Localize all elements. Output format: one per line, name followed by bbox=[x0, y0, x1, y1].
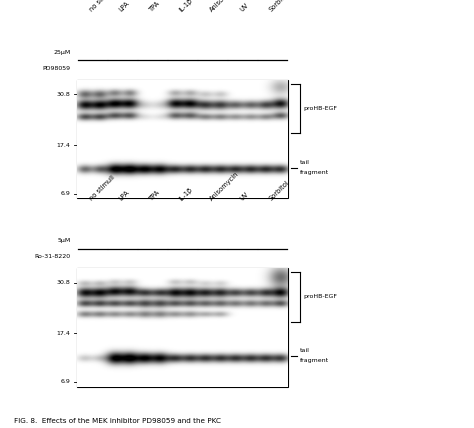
Text: +: + bbox=[217, 268, 224, 277]
Text: UV: UV bbox=[238, 2, 249, 13]
Text: LPA: LPA bbox=[118, 0, 131, 13]
Text: +: + bbox=[127, 268, 134, 277]
Text: -: - bbox=[98, 80, 102, 89]
Text: +: + bbox=[277, 80, 284, 89]
Text: tail: tail bbox=[300, 160, 310, 165]
Text: 17.4: 17.4 bbox=[56, 143, 70, 148]
Text: no stimuli: no stimuli bbox=[88, 0, 116, 13]
Text: -: - bbox=[173, 268, 177, 277]
Text: +: + bbox=[156, 80, 164, 89]
Text: PD98059: PD98059 bbox=[42, 66, 70, 71]
Text: +: + bbox=[277, 268, 284, 277]
Text: -: - bbox=[203, 80, 207, 89]
Text: IL-1β: IL-1β bbox=[178, 186, 194, 202]
Text: 6.9: 6.9 bbox=[61, 191, 70, 196]
Text: no stimuli: no stimuli bbox=[88, 174, 116, 202]
Text: -: - bbox=[233, 268, 237, 277]
Text: -: - bbox=[143, 268, 147, 277]
Text: -: - bbox=[113, 80, 117, 89]
Text: Anisomycin: Anisomycin bbox=[209, 170, 240, 202]
Text: +: + bbox=[247, 80, 254, 89]
Text: 5μM: 5μM bbox=[57, 238, 70, 244]
Text: +: + bbox=[156, 268, 164, 277]
Text: +: + bbox=[187, 80, 193, 89]
Text: 6.9: 6.9 bbox=[61, 379, 70, 384]
Text: Sorbitol: Sorbitol bbox=[269, 0, 291, 13]
Text: Sorbitol: Sorbitol bbox=[269, 179, 291, 202]
Text: -: - bbox=[83, 268, 87, 277]
Bar bbox=[77, 80, 288, 198]
Text: 17.4: 17.4 bbox=[56, 331, 70, 336]
Text: +: + bbox=[217, 80, 224, 89]
Text: Ro-31-8220: Ro-31-8220 bbox=[34, 254, 70, 259]
Text: Anisomycin: Anisomycin bbox=[209, 0, 240, 13]
Text: 25μM: 25μM bbox=[53, 50, 70, 55]
Text: -: - bbox=[83, 80, 87, 89]
Text: -: - bbox=[143, 80, 147, 89]
Bar bbox=[77, 268, 288, 386]
Text: +: + bbox=[127, 80, 134, 89]
Text: fragment: fragment bbox=[300, 170, 329, 175]
Text: +: + bbox=[187, 268, 193, 277]
Text: LPA: LPA bbox=[118, 189, 131, 202]
Text: 30.8: 30.8 bbox=[56, 92, 70, 97]
Text: -: - bbox=[233, 80, 237, 89]
Text: TPA: TPA bbox=[148, 0, 161, 13]
Text: TPA: TPA bbox=[148, 189, 161, 202]
Text: -: - bbox=[264, 80, 267, 89]
Text: proHB-EGF: proHB-EGF bbox=[303, 106, 337, 111]
Text: FIG. 8.  Effects of the MEK inhibitor PD98059 and the PKC: FIG. 8. Effects of the MEK inhibitor PD9… bbox=[14, 418, 221, 424]
Text: +: + bbox=[96, 268, 103, 277]
Text: -: - bbox=[264, 268, 267, 277]
Text: fragment: fragment bbox=[300, 358, 329, 363]
Text: UV: UV bbox=[238, 190, 249, 202]
Text: -: - bbox=[113, 268, 117, 277]
Text: tail: tail bbox=[300, 348, 310, 354]
Text: -: - bbox=[203, 268, 207, 277]
Text: 30.8: 30.8 bbox=[56, 280, 70, 285]
Text: +: + bbox=[247, 268, 254, 277]
Text: -: - bbox=[173, 80, 177, 89]
Text: proHB-EGF: proHB-EGF bbox=[303, 294, 337, 299]
Text: IL-1β: IL-1β bbox=[178, 0, 194, 13]
